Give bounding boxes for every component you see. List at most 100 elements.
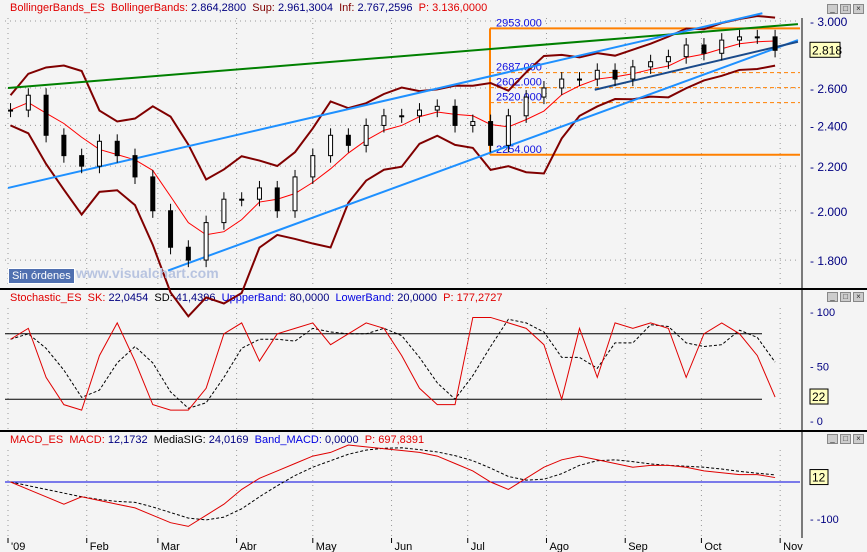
- minimize-button[interactable]: _: [827, 292, 838, 302]
- candle-body: [648, 61, 654, 68]
- macd-panel[interactable]: MACD_ES MACD: 12,1732 MediaSIG: 24,0169 …: [0, 432, 867, 552]
- candle-body: [328, 134, 334, 157]
- y-tick-label: - 1.800: [810, 254, 848, 268]
- candle-body: [203, 222, 209, 261]
- fib-label: 2520.000: [496, 92, 542, 104]
- candle-body: [630, 66, 636, 80]
- candle-body: [719, 39, 725, 54]
- y-tick-label: - 100: [810, 307, 835, 319]
- stoch-sd-line: [10, 318, 776, 409]
- x-tick-label: Jun: [395, 541, 413, 552]
- close-button[interactable]: ×: [853, 434, 864, 444]
- p-label: P:: [418, 2, 430, 14]
- bollinger-mid: [10, 40, 776, 236]
- candle-body: [488, 121, 494, 146]
- lower-band-label: LowerBand:: [335, 292, 395, 304]
- y-tick-label: - 0: [810, 416, 823, 428]
- candle-body: [577, 78, 582, 81]
- candle-body: [541, 87, 547, 98]
- candle-body: [363, 124, 369, 146]
- watermark: www.visualchart.com: [76, 265, 219, 281]
- x-tick-label: Feb: [90, 541, 109, 552]
- indicator-label: BollingerBands:: [110, 2, 188, 14]
- minimize-button[interactable]: _: [827, 434, 838, 444]
- candle-body: [132, 155, 138, 178]
- fib-label: 2953.000: [496, 17, 542, 29]
- upper-band-value: 80,0000: [289, 292, 330, 304]
- inf-value: 2.767,2596: [357, 2, 413, 14]
- x-tick-label: Jul: [471, 541, 485, 552]
- last-price: 2.818: [812, 43, 842, 57]
- p-label: P:: [364, 434, 376, 446]
- y-tick-label: - 2.200: [810, 160, 848, 174]
- stoch-last: 22: [812, 390, 826, 404]
- trendline: [7, 12, 763, 189]
- candle-body: [523, 96, 529, 117]
- candle-body: [772, 36, 778, 51]
- y-tick-label: - 2.600: [810, 82, 848, 96]
- y-tick-label: - -100: [810, 514, 839, 526]
- maximize-button[interactable]: □: [840, 4, 851, 14]
- y-tick-label: - 2.400: [810, 119, 848, 133]
- macd-line: [10, 444, 776, 527]
- candle-body: [612, 69, 618, 80]
- trendline: [7, 23, 799, 89]
- candle-body: [399, 115, 405, 118]
- fib-label: 2602.000: [496, 77, 542, 89]
- y-tick-label: - 3.000: [810, 15, 848, 29]
- candle-body: [168, 210, 174, 248]
- close-button[interactable]: ×: [853, 4, 864, 14]
- candle-body: [25, 94, 31, 111]
- sup-value: 2.961,3004: [277, 2, 333, 14]
- y-tick-label: - 50: [810, 362, 829, 374]
- candle-body: [470, 121, 476, 126]
- candle-body: [594, 69, 600, 80]
- macd-last-box: [809, 469, 829, 486]
- candle-body: [737, 36, 743, 41]
- candle-body: [114, 140, 120, 157]
- candle-body: [274, 187, 280, 212]
- candle-body: [345, 134, 351, 146]
- x-tick-label: Abr: [240, 541, 257, 552]
- band-label: Band_MACD:: [254, 434, 322, 446]
- indicator-value: 2.864,2800: [191, 2, 247, 14]
- p-value: 3.136,0000: [432, 2, 488, 14]
- p-value: 697,8391: [378, 434, 425, 446]
- sd-label: SD:: [154, 292, 173, 304]
- macd-value: 12,1732: [107, 434, 148, 446]
- candle-body: [505, 115, 511, 146]
- sig-value: 24,0169: [208, 434, 249, 446]
- maximize-button[interactable]: □: [840, 434, 851, 444]
- maximize-button[interactable]: □: [840, 292, 851, 302]
- candle-body: [683, 44, 689, 58]
- indicator-name: Stochastic_ES: [10, 292, 82, 304]
- lower-band-value: 20,0000: [397, 292, 437, 304]
- candle-body: [434, 105, 440, 111]
- candle-body: [150, 176, 156, 212]
- trendline: [594, 40, 799, 91]
- y-tick-label: - 2.000: [810, 205, 848, 219]
- x-tick-label: Ago: [549, 541, 569, 552]
- last-price-box: [809, 41, 841, 58]
- minimize-button[interactable]: _: [827, 4, 838, 14]
- band-value: 0,0000: [324, 434, 359, 446]
- x-tick-label: Nov: [783, 541, 803, 552]
- candle-body: [559, 78, 565, 89]
- x-axis-bg: [0, 538, 867, 552]
- x-tick-label: May: [316, 541, 337, 552]
- macd-signal-line: [10, 447, 776, 521]
- candle-body: [8, 109, 14, 112]
- candle-body: [381, 115, 387, 126]
- sin-ordenes-button[interactable]: Sin órdenes: [8, 268, 75, 284]
- candle-body: [292, 176, 298, 212]
- stoch-last-box: [809, 388, 829, 405]
- candle-body: [43, 94, 49, 136]
- close-button[interactable]: ×: [853, 292, 864, 302]
- macd-label: MACD:: [69, 434, 105, 446]
- stochastic-panel[interactable]: Stochastic_ES SK: 22,0454 SD: 41,4396 Up…: [0, 290, 867, 432]
- candle-body: [96, 140, 102, 167]
- bollinger-lower: [10, 64, 776, 318]
- candle-body: [185, 246, 191, 261]
- x-tick-label: Oct: [704, 541, 721, 552]
